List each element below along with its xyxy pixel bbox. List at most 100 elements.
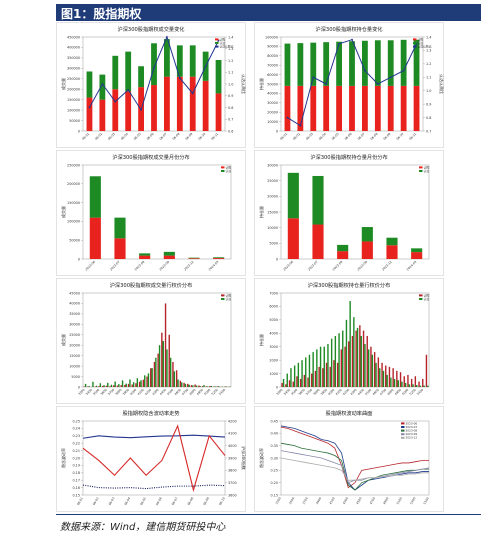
- y-tick-label: 150000: [67, 201, 80, 205]
- y-tick-label: 100000: [67, 108, 80, 112]
- bar-put: [164, 39, 170, 77]
- y-tick-label: 7000: [269, 291, 278, 295]
- legend-label: 认沽认购比: [220, 45, 234, 49]
- bar-put: [163, 251, 175, 256]
- y-tick-label: 15000: [267, 210, 278, 214]
- bar-call: [183, 382, 185, 387]
- bar-put: [412, 384, 414, 387]
- y-tick-label: 5000: [71, 375, 80, 379]
- bar-put: [319, 346, 322, 387]
- legend-swatch: [401, 433, 405, 436]
- y2-axis-label: 沪深300指数: [241, 446, 247, 470]
- bar-call: [410, 378, 413, 387]
- y2-tick-label: 4100: [228, 432, 237, 436]
- y-axis-label: 隐含波动率: [60, 448, 66, 468]
- bar-call: [386, 245, 398, 259]
- x-tick-label: 2023-09: [356, 260, 368, 272]
- bar-put: [166, 349, 168, 387]
- bar-call: [414, 376, 417, 387]
- bar-call: [366, 335, 368, 387]
- bar-put: [401, 381, 403, 387]
- bar-call: [201, 386, 204, 387]
- x-tick-label: 06-10: [218, 496, 226, 506]
- bar-put: [323, 42, 330, 86]
- legend-label: 认购: [424, 293, 430, 297]
- bar-call: [411, 252, 423, 259]
- x-tick-label: 06-11: [210, 132, 219, 141]
- bar-call: [348, 341, 350, 387]
- bar-put: [297, 43, 304, 86]
- y-tick-label: 0.15: [270, 493, 278, 497]
- ratio-point: [402, 69, 405, 72]
- bar-put: [225, 386, 227, 387]
- bar-put: [379, 368, 381, 387]
- bar-put: [301, 360, 303, 387]
- x-tick-label: 3500: [92, 388, 100, 396]
- legend-swatch: [215, 45, 219, 48]
- plot-frame: [82, 292, 232, 388]
- chart-title: 沪深300股指期权成交量行权价分布: [110, 281, 193, 289]
- chart-title: 沪深300股指期权成交量月份分布: [112, 153, 189, 161]
- bar-call: [361, 241, 373, 259]
- bar-call: [322, 368, 324, 387]
- bar-call: [146, 376, 148, 387]
- bar-put: [316, 349, 318, 387]
- bar-put: [89, 176, 101, 218]
- bar-call: [116, 385, 119, 387]
- bar-put: [95, 385, 98, 387]
- y-tick-label: 60000: [267, 73, 278, 77]
- y-tick-label: 1000: [269, 372, 278, 376]
- y-tick-label: 100000: [67, 220, 80, 224]
- bar-call: [179, 380, 182, 387]
- bar-put: [210, 385, 213, 387]
- bar-put: [427, 385, 429, 387]
- x-tick-label: 3700: [305, 388, 313, 396]
- ratio-point: [389, 76, 392, 79]
- y-tick-label: 5000: [269, 242, 278, 246]
- x-tick-label: 3700: [301, 496, 308, 505]
- legend-label: 认购: [424, 165, 430, 169]
- legend-label: 认购: [418, 37, 424, 41]
- bar-put: [155, 357, 157, 387]
- bar-call: [299, 378, 302, 387]
- bar-put: [112, 55, 119, 90]
- bar-put: [84, 383, 87, 387]
- bar-call: [86, 97, 93, 131]
- bar-put: [374, 40, 381, 86]
- bar-put: [310, 42, 317, 86]
- bar-put: [125, 383, 127, 387]
- bar-put: [173, 371, 176, 387]
- bar-put: [400, 39, 407, 86]
- y-tick-label: 5000: [269, 318, 278, 322]
- legend-label: 2023-07: [406, 425, 418, 429]
- y-tick-label: 3000: [269, 345, 278, 349]
- bar-call: [163, 255, 175, 259]
- bar-put: [390, 377, 392, 387]
- y-axis-label: 隐含波动率: [258, 448, 264, 468]
- x-tick-label: 06-02: [292, 132, 301, 141]
- bar-put: [404, 382, 407, 387]
- y-tick-label: 250000: [67, 163, 80, 167]
- y-tick-label: 400000: [67, 46, 80, 50]
- x-tick-label: 3500: [288, 496, 295, 505]
- bar-put: [290, 368, 292, 387]
- x-tick-label: 06-09: [202, 496, 210, 506]
- legend-swatch: [401, 429, 405, 432]
- x-tick-label: 5500: [423, 496, 430, 505]
- y-tick-label: 30000: [69, 323, 80, 327]
- y-tick-label: 50000: [69, 119, 80, 123]
- x-tick-label: 06-03: [108, 496, 116, 506]
- bar-put: [213, 257, 225, 259]
- bar-call: [362, 330, 365, 387]
- bar-put: [199, 386, 201, 387]
- bar-put: [411, 248, 423, 253]
- bar-put: [361, 227, 373, 242]
- bar-put: [349, 41, 355, 86]
- bar-call: [124, 384, 126, 387]
- bar-put: [177, 379, 179, 387]
- bar-put: [330, 338, 333, 387]
- x-tick-label: 3600: [298, 388, 306, 396]
- x-tick-label: 4100: [335, 388, 343, 396]
- bar-call: [198, 385, 200, 387]
- bar-put: [215, 59, 222, 94]
